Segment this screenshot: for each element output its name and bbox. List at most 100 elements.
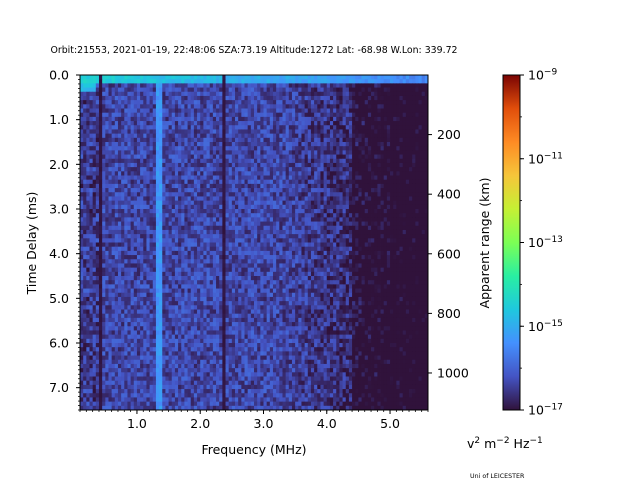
heatmap-cell [399,192,404,197]
heatmap-cell [421,167,426,172]
heatmap-cell [149,255,154,260]
heatmap-cell [405,100,410,105]
heatmap-cell [241,79,245,84]
heatmap-cell [276,108,280,114]
heatmap-cell [383,95,388,101]
heatmap-cell [390,167,394,172]
heatmap-cell [222,242,226,248]
heatmap-cell [197,213,201,218]
heatmap-cell [336,242,340,248]
heatmap-cell [390,133,394,139]
heatmap-cell [89,108,94,114]
heatmap-cell [383,221,388,227]
heatmap-cell [333,79,337,84]
heatmap-cell [190,250,195,256]
heatmap-cell [181,158,185,164]
heatmap-cell [149,192,154,197]
heatmap-cell [418,213,423,218]
heatmap-cell [143,91,147,97]
heatmap-cell [371,125,375,130]
heatmap-cell [329,162,334,168]
heatmap-cell [405,192,410,197]
heatmap-cell [409,217,413,222]
heatmap-cell [282,213,287,218]
heatmap-cell [159,142,163,147]
heatmap-cell [301,95,306,101]
heatmap-cell [102,91,106,97]
heatmap-cell [200,133,204,139]
heatmap-cell [301,121,306,126]
heatmap-cell [146,225,150,231]
heatmap-cell [216,91,220,97]
heatmap-cell [263,246,268,252]
heatmap-cell [83,104,87,109]
heatmap-cell [165,116,169,122]
heatmap-cell [238,213,242,218]
heatmap-cell [269,108,274,114]
heatmap-cell [390,183,394,189]
heatmap-cell [159,183,163,189]
heatmap-cell [244,79,249,84]
heatmap-cell [108,146,113,151]
heatmap-cell [361,108,366,114]
heatmap-cell [105,234,109,239]
heatmap-cell [412,196,416,202]
heatmap-cell [200,196,204,202]
heatmap-cell [402,112,407,118]
heatmap-cell [421,217,426,222]
heatmap-cell [345,246,350,252]
heatmap-cell [380,129,385,135]
heatmap-cell [276,162,280,168]
heatmap-cell [174,234,179,239]
heatmap-cell [206,95,211,101]
heatmap-cell [310,238,315,243]
heatmap-cell [219,100,223,105]
heatmap-cell [187,83,192,88]
heatmap-cell [339,125,343,130]
heatmap-cell [117,104,122,109]
heatmap-cell [282,95,287,101]
heatmap-cell [339,250,343,256]
heatmap-cell [298,167,302,172]
heatmap-cell [424,142,429,147]
heatmap-cell [124,104,128,109]
heatmap-cell [386,217,391,222]
heatmap-cell [133,133,138,139]
heatmap-cell [124,133,128,139]
heatmap-cell [219,125,223,130]
heatmap-cell [193,229,198,235]
heatmap-cell [247,217,252,222]
heatmap-cell [402,75,407,80]
heatmap-cell [301,200,306,206]
heatmap-cell [364,255,369,260]
heatmap-cell [269,95,274,101]
heatmap-cell [377,234,381,239]
heatmap-cell [155,188,160,193]
heatmap-cell [136,142,141,147]
heatmap-cell [108,192,113,197]
heatmap-cell [197,129,201,135]
heatmap-cell [171,137,176,143]
heatmap-cell [260,87,264,93]
heatmap-cell [304,234,309,239]
heatmap-cell [171,129,176,135]
heatmap-cell [140,158,144,164]
heatmap-cell [140,167,144,172]
heatmap-cell [393,234,397,239]
heatmap-cell [238,104,242,109]
heatmap-cell [383,133,388,139]
heatmap-cell [320,246,324,252]
heatmap-cell [149,116,154,122]
heatmap-cell [117,129,122,135]
heatmap-cell [133,79,138,84]
heatmap-cell [402,125,407,130]
heatmap-cell [377,125,381,130]
heatmap-cell [329,108,334,114]
heatmap-cell [235,108,239,114]
heatmap-cell [165,179,169,185]
heatmap-cell [260,250,264,256]
heatmap-cell [405,234,410,239]
heatmap-cell [396,112,400,118]
heatmap-cell [171,225,176,231]
heatmap-cell [269,112,274,118]
